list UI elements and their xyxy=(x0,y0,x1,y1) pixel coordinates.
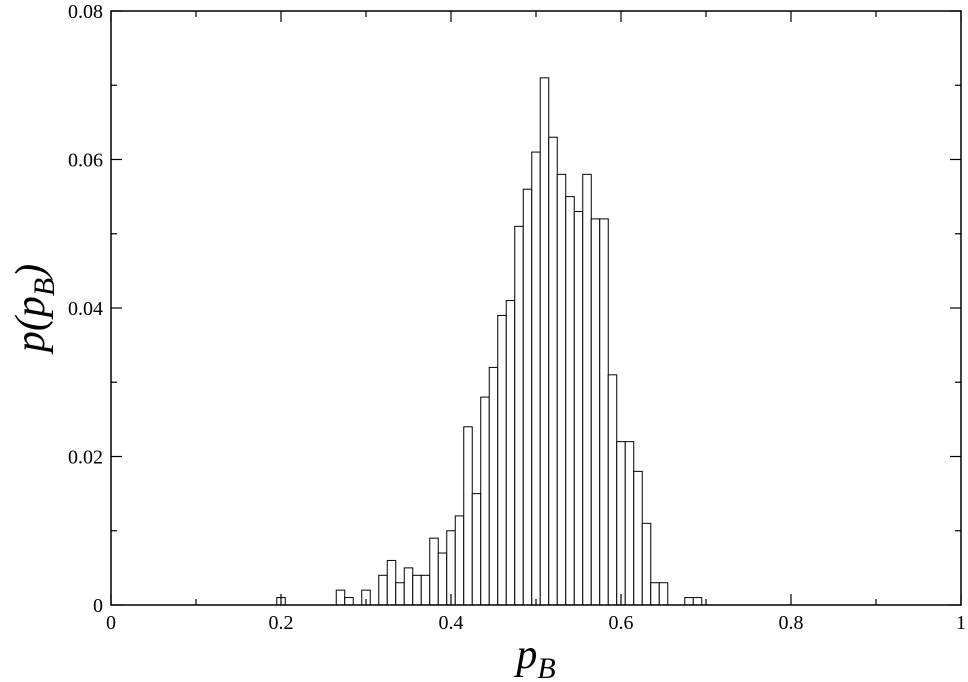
bar xyxy=(454,515,465,606)
bar xyxy=(607,374,618,606)
y-tick-label: 0 xyxy=(93,595,103,617)
bar xyxy=(378,574,388,606)
y-label-base: p(p xyxy=(8,296,54,355)
bar xyxy=(531,151,541,606)
x-tick-label: 0 xyxy=(106,612,116,634)
y-tick-label: 0.08 xyxy=(68,1,103,23)
bar xyxy=(522,188,533,606)
bar xyxy=(471,493,482,606)
bar xyxy=(437,552,448,606)
bar xyxy=(429,537,439,606)
x-tick-label: 0.4 xyxy=(439,612,464,634)
bar xyxy=(548,136,558,606)
bar xyxy=(505,300,516,606)
y-axis-label: p(pB) xyxy=(8,264,61,355)
bar xyxy=(556,173,567,606)
bar xyxy=(633,470,643,606)
x-label-base: p xyxy=(513,632,537,678)
x-tick-label: 0.2 xyxy=(269,612,294,634)
bar xyxy=(539,77,550,606)
bar xyxy=(395,582,405,606)
bar xyxy=(335,589,346,606)
x-tick-label: 1 xyxy=(956,612,966,634)
bar xyxy=(344,597,354,606)
bar xyxy=(403,567,414,606)
bar xyxy=(599,218,609,606)
y-label-close: ) xyxy=(8,264,54,280)
bar xyxy=(446,530,456,606)
bar xyxy=(641,522,652,606)
y-tick-label: 0.04 xyxy=(68,298,103,320)
bar xyxy=(420,574,431,606)
y-tick-label: 0.02 xyxy=(68,447,103,469)
bar xyxy=(497,314,507,606)
x-label-sub: B xyxy=(537,652,555,682)
bar xyxy=(582,173,592,606)
bar xyxy=(480,396,490,606)
bar xyxy=(650,582,660,606)
x-axis-label: pB xyxy=(513,632,555,682)
bar xyxy=(565,196,575,606)
bar xyxy=(488,366,499,606)
x-tick-label: 0.6 xyxy=(609,612,634,634)
x-tick-label: 0.8 xyxy=(779,612,804,634)
bar xyxy=(463,426,473,606)
bar xyxy=(616,441,626,606)
bar xyxy=(386,559,397,606)
bar xyxy=(692,597,703,606)
bar xyxy=(514,225,524,606)
bar xyxy=(590,218,601,606)
bar xyxy=(684,597,694,606)
y-tick-label: 0.06 xyxy=(68,150,103,172)
bar xyxy=(658,582,669,606)
bar xyxy=(412,574,422,606)
bar xyxy=(624,441,635,606)
y-label-sub: B xyxy=(28,278,61,296)
bar xyxy=(573,210,584,606)
